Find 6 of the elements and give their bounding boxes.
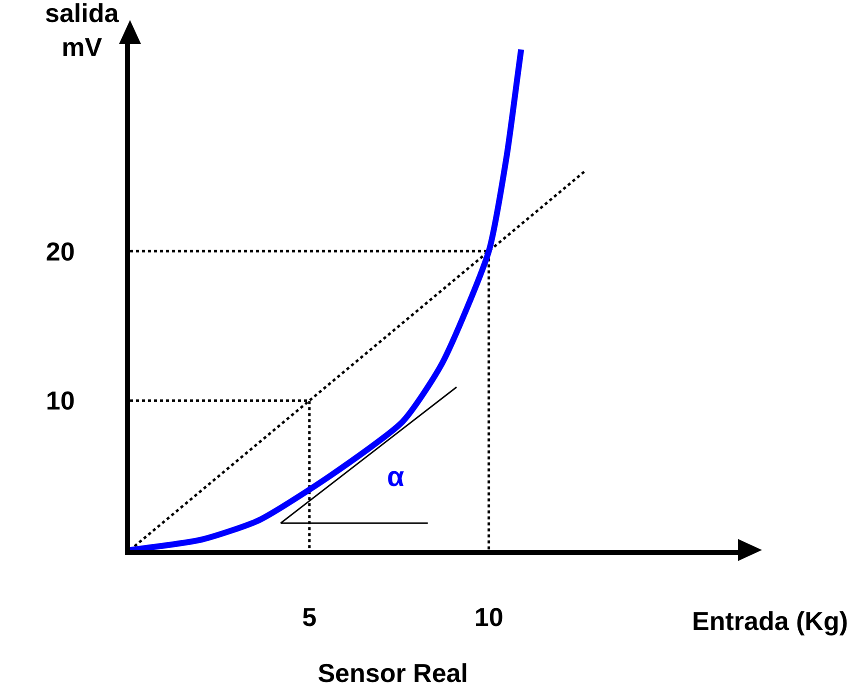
y-tick-label: 20	[46, 236, 75, 266]
text: Sensor Real	[318, 658, 468, 688]
x-axis-title: Entrada (Kg)	[692, 606, 848, 636]
y-axis-title: salida mV	[45, 0, 120, 62]
annotation: α	[387, 461, 404, 492]
x-tick-label: 5	[302, 602, 317, 632]
